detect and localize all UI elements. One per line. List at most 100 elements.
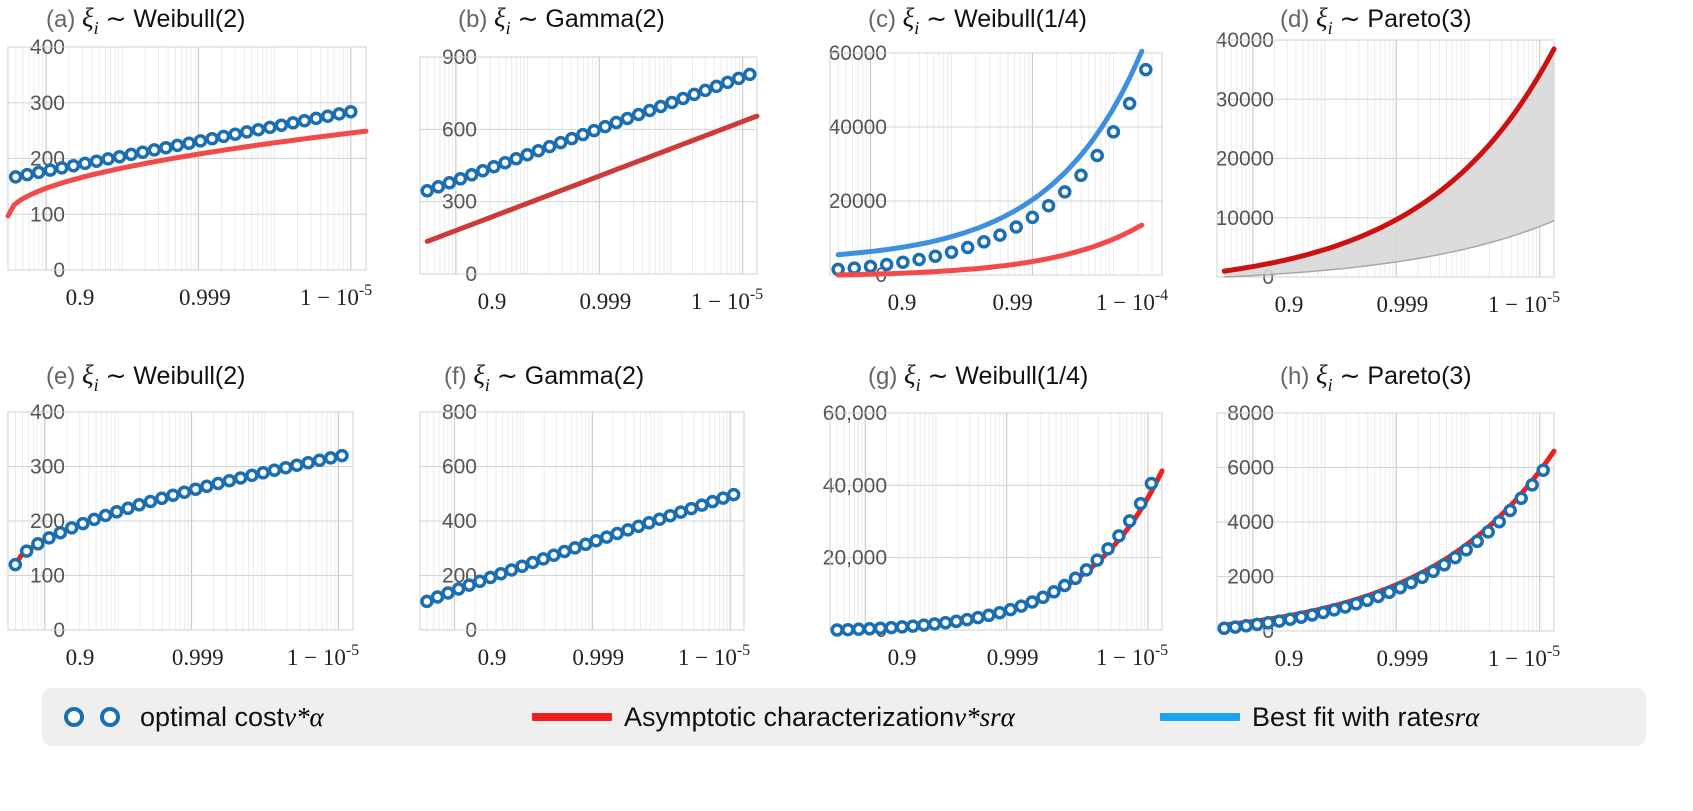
legend-bestfit-math: srα — [1444, 701, 1480, 732]
series-line — [835, 48, 1145, 258]
data-point — [654, 99, 668, 114]
data-point — [109, 505, 124, 519]
data-point — [1514, 491, 1528, 506]
plot-frame — [829, 52, 1163, 276]
x-tick-label: 0.9 — [478, 645, 507, 670]
data-point — [494, 566, 508, 581]
data-point — [312, 453, 327, 468]
data-point — [256, 466, 270, 480]
data-point — [1327, 603, 1341, 617]
x-tick-label: 1 − 10-5 — [287, 642, 359, 670]
data-point — [731, 71, 746, 86]
legend-item-optimal-cost: optimal cost v*α — [64, 688, 324, 746]
data-point — [1057, 578, 1072, 593]
data-point — [589, 533, 603, 548]
data-point — [1250, 617, 1264, 632]
data-point — [1228, 620, 1242, 634]
data-point — [323, 451, 338, 465]
data-point — [335, 448, 349, 463]
data-point — [1009, 220, 1023, 234]
data-point — [1305, 608, 1319, 622]
data-point — [1371, 589, 1385, 604]
data-point — [64, 521, 79, 535]
data-point — [642, 103, 657, 118]
data-point — [245, 468, 259, 483]
data-point — [938, 615, 953, 630]
x-tick-label: 0.9 — [1275, 292, 1304, 317]
data-point — [1536, 463, 1550, 477]
data-point — [309, 111, 323, 126]
data-point — [442, 176, 457, 190]
data-point — [676, 91, 690, 106]
data-point — [188, 482, 203, 496]
data-point — [228, 127, 242, 141]
data-point — [170, 138, 185, 153]
data-point — [684, 501, 699, 516]
data-point — [862, 622, 877, 636]
series-line — [5, 128, 369, 219]
data-point — [20, 167, 34, 182]
data-point — [451, 582, 466, 596]
data-point — [462, 578, 476, 592]
data-point — [278, 460, 293, 475]
data-point — [960, 240, 975, 255]
data-point — [568, 541, 582, 555]
data-point — [895, 620, 909, 634]
data-point — [578, 537, 593, 552]
y-tick-label: 20000 — [829, 190, 887, 213]
x-tick-label: 0.9 — [1275, 646, 1304, 671]
data-point — [211, 476, 225, 491]
data-point — [1349, 597, 1363, 611]
data-point — [841, 622, 855, 637]
data-point — [1382, 585, 1396, 600]
data-point — [536, 552, 551, 566]
data-point — [155, 491, 169, 506]
series-line — [835, 222, 1145, 278]
series-line — [1221, 46, 1557, 274]
data-point — [1261, 616, 1275, 630]
data-point — [598, 119, 612, 134]
y-tick-label: 30000 — [1216, 88, 1274, 111]
data-point — [441, 586, 455, 600]
data-point — [297, 113, 312, 128]
data-point — [695, 498, 709, 512]
data-point — [1272, 614, 1286, 628]
series-line — [424, 113, 760, 244]
data-point — [31, 537, 45, 551]
data-point — [977, 235, 991, 249]
data-point — [652, 512, 667, 526]
confidence-band — [1224, 44, 1554, 277]
data-point — [112, 149, 127, 164]
data-point — [992, 605, 1007, 620]
data-point — [1503, 503, 1517, 518]
data-point — [1122, 96, 1137, 111]
data-point — [631, 519, 646, 534]
data-point — [1101, 542, 1115, 556]
data-point — [993, 228, 1007, 242]
data-point — [301, 455, 315, 470]
data-point — [98, 508, 113, 523]
data-point — [1112, 529, 1126, 543]
y-tick-label: 300 — [30, 456, 65, 479]
data-point — [1525, 478, 1539, 492]
data-point — [599, 530, 614, 544]
y-tick-label: 20,000 — [823, 547, 887, 570]
y-tick-label: 2000 — [1227, 566, 1274, 589]
data-point — [216, 129, 231, 144]
data-point — [55, 161, 69, 175]
data-point — [483, 570, 498, 585]
data-point — [1133, 496, 1148, 511]
data-point — [132, 498, 146, 512]
data-point — [879, 257, 894, 272]
data-point — [1139, 62, 1153, 77]
plot-frame — [419, 56, 758, 275]
data-point — [87, 512, 101, 527]
plot-frame — [419, 411, 745, 631]
legend-bestfit-label: Best fit with rate — [1252, 701, 1445, 732]
